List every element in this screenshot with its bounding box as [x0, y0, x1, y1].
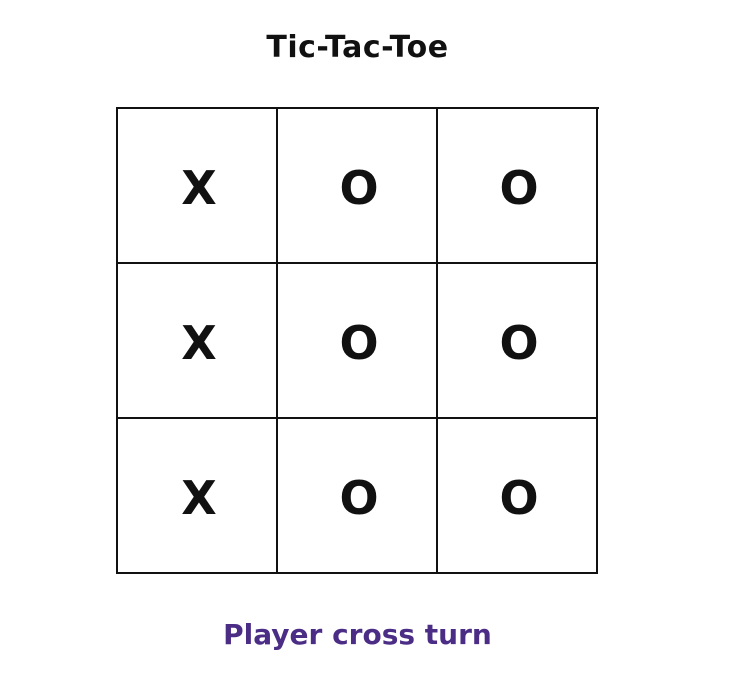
- board-cell-7[interactable]: X: [118, 419, 278, 574]
- board-cell-1[interactable]: X: [118, 109, 278, 264]
- board-cell-5[interactable]: O: [278, 264, 438, 419]
- board-cell-3[interactable]: O: [438, 109, 598, 264]
- cell-mark: X: [181, 315, 217, 370]
- cell-mark: O: [339, 315, 379, 370]
- board-cell-6[interactable]: O: [438, 264, 598, 419]
- cell-mark: O: [339, 470, 379, 525]
- game-title: Tic-Tac-Toe: [266, 30, 449, 65]
- board-cell-9[interactable]: O: [438, 419, 598, 574]
- board-cell-4[interactable]: X: [118, 264, 278, 419]
- cell-mark: O: [499, 160, 539, 215]
- cell-mark: X: [181, 470, 217, 525]
- board-cell-2[interactable]: O: [278, 109, 438, 264]
- cell-mark: O: [499, 315, 539, 370]
- cell-mark: O: [499, 470, 539, 525]
- turn-status: Player cross turn: [223, 618, 492, 651]
- game-board: X O O X O O X O O: [116, 107, 599, 574]
- cell-mark: X: [181, 160, 217, 215]
- board-cell-8[interactable]: O: [278, 419, 438, 574]
- cell-mark: O: [339, 160, 379, 215]
